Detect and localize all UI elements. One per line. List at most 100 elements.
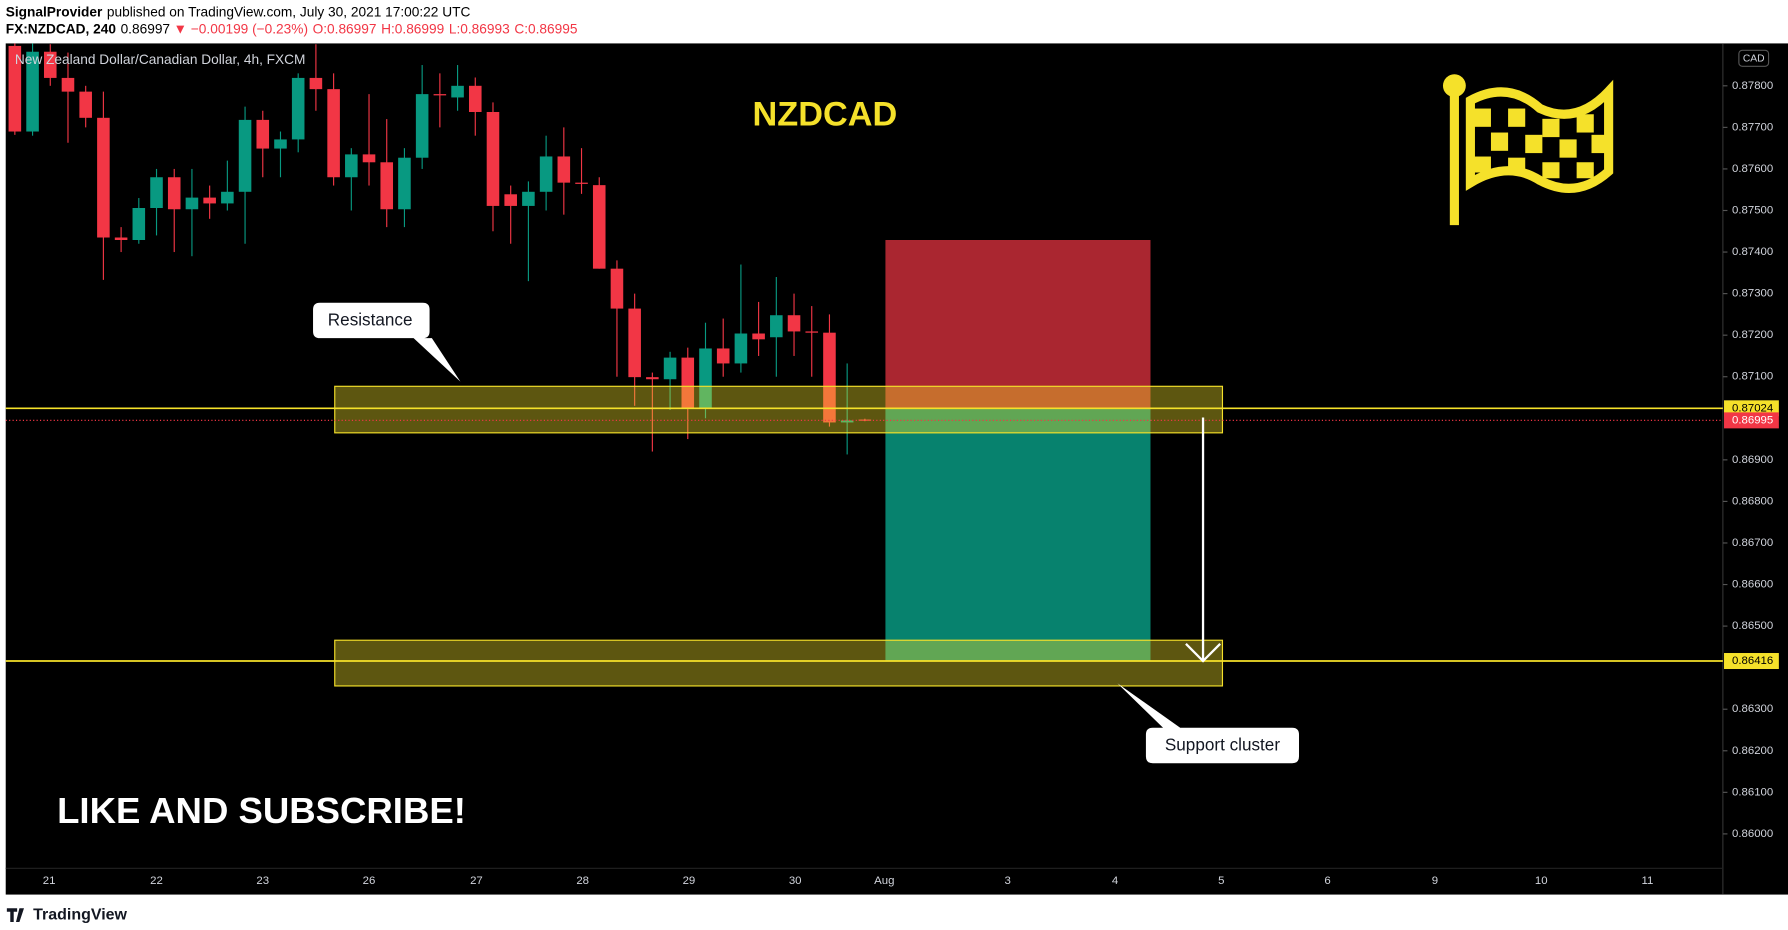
y-tick-label: 0.86600 (1732, 579, 1773, 591)
candle-body (327, 89, 340, 178)
y-tick-label: 0.87300 (1732, 288, 1773, 300)
x-tick-label: 10 (1535, 875, 1548, 887)
currency-box (1738, 49, 1770, 67)
level-label: 0.87024 (1732, 402, 1774, 414)
candle-body (345, 154, 358, 178)
y-tick-label: 0.86200 (1732, 745, 1773, 757)
published: published on TradingView.com, July 30, 2… (107, 4, 471, 19)
candle-body (646, 377, 659, 380)
y-tick-label: 0.87500 (1732, 205, 1773, 217)
x-tick-label: Aug (874, 875, 894, 887)
candle-body (79, 91, 92, 118)
candle-body (716, 348, 730, 364)
header-line-2: FX:NZDCAD, 240 0.86997 ▼ −0.00199 (−0.23%)… (6, 21, 578, 36)
current-price-bg (1724, 412, 1779, 429)
x-tick-label: 28 (576, 875, 589, 887)
callout-resistance (313, 302, 461, 382)
candle-body (185, 197, 199, 210)
candle-body (309, 77, 323, 90)
candle-body (575, 182, 588, 184)
zone (334, 385, 1224, 434)
y-tick-label: 0.86000 (1732, 828, 1773, 840)
candle-body (468, 85, 482, 112)
candle-body (256, 119, 270, 149)
y-tick-label: 0.87600 (1732, 163, 1773, 175)
candle-body (203, 197, 216, 204)
x-tick-label: 6 (1324, 875, 1330, 887)
candle-body (415, 94, 429, 158)
candle-body (840, 420, 854, 423)
candle-body (486, 111, 500, 206)
y-tick-label: 0.87100 (1732, 371, 1773, 383)
level-label-bg (1724, 653, 1779, 670)
y-tick-label: 0.87200 (1732, 329, 1773, 341)
x-tick-label: 21 (43, 875, 56, 887)
flag-icon (1442, 74, 1614, 226)
x-tick-label: 4 (1112, 875, 1119, 887)
y-tick-label: 0.86700 (1732, 537, 1773, 549)
candle-body (8, 45, 22, 132)
candle-body (114, 237, 128, 241)
candle-body (221, 191, 234, 204)
y-tick-label: 0.86500 (1732, 620, 1773, 632)
arrow-head (1185, 643, 1221, 663)
last-price: 0.86997 (121, 21, 170, 36)
symbol: FX:NZDCAD, 240 (6, 21, 117, 36)
title: NZDCAD (753, 96, 898, 134)
level-label: 0.86416 (1732, 655, 1773, 667)
x-tick-label: 11 (1642, 875, 1654, 887)
candle-body (380, 162, 394, 210)
stop-zone (885, 240, 1151, 409)
x-tick-label: 27 (470, 875, 483, 887)
candle-body (504, 194, 517, 206)
candle-body (610, 268, 624, 309)
x-tick-label: 30 (789, 875, 802, 887)
candle-body (681, 357, 695, 408)
candle-body (398, 157, 411, 210)
callout-label: Resistance (328, 310, 413, 330)
x-tick-label: 26 (363, 875, 376, 887)
candle-body (699, 348, 712, 408)
callout-support (1117, 683, 1300, 764)
ohlc-low: L:0.86993 (449, 21, 510, 36)
ohlc-open: O:0.86997 (313, 21, 377, 36)
y-tick-label: 0.86300 (1732, 703, 1773, 715)
candle-body (592, 185, 606, 269)
y-tick-label: 0.86100 (1732, 786, 1773, 798)
y-tick-label: 0.86800 (1732, 495, 1773, 507)
candle-body (787, 315, 801, 332)
level-label-bg (1724, 400, 1779, 417)
candle-body (628, 308, 641, 378)
x-tick-label: 22 (150, 875, 163, 887)
candle-body (132, 207, 146, 241)
subtitle: New Zealand Dollar/Canadian Dollar, 4h, … (15, 52, 306, 67)
candle-body (752, 333, 765, 340)
candle-body (150, 177, 163, 208)
candle-body (167, 177, 181, 210)
x-tick-label: 3 (1005, 875, 1011, 887)
candle-body (539, 156, 553, 192)
x-tick-label: 29 (683, 875, 696, 887)
ohlc-high: H:0.86999 (381, 21, 444, 36)
candle-body (274, 139, 287, 149)
candle-body (433, 94, 447, 96)
candle-body (43, 51, 57, 78)
callout-label: Support cluster (1165, 735, 1280, 755)
candle-body (557, 156, 571, 183)
candle-body (823, 332, 836, 423)
header-line-1: SignalProvider published on TradingView.c… (6, 4, 471, 19)
x-tick-label: 9 (1432, 875, 1438, 887)
candle-body (97, 117, 110, 238)
zone (334, 639, 1224, 687)
candle-body (770, 315, 783, 338)
plot: 0.87800 0.87700 0.87600 0.87500 0.87400 0.873… (5, 43, 1779, 887)
candle-body (522, 191, 535, 206)
x-tick-label: 5 (1218, 875, 1224, 887)
candle-body (451, 85, 464, 98)
target-zone (885, 408, 1151, 662)
ohlc-close: C:0.86995 (514, 21, 578, 36)
annotation: LIKE AND SUBSCRIBE! (57, 790, 466, 831)
publisher: SignalProvider (6, 4, 103, 19)
brand: TradingView (33, 906, 127, 923)
